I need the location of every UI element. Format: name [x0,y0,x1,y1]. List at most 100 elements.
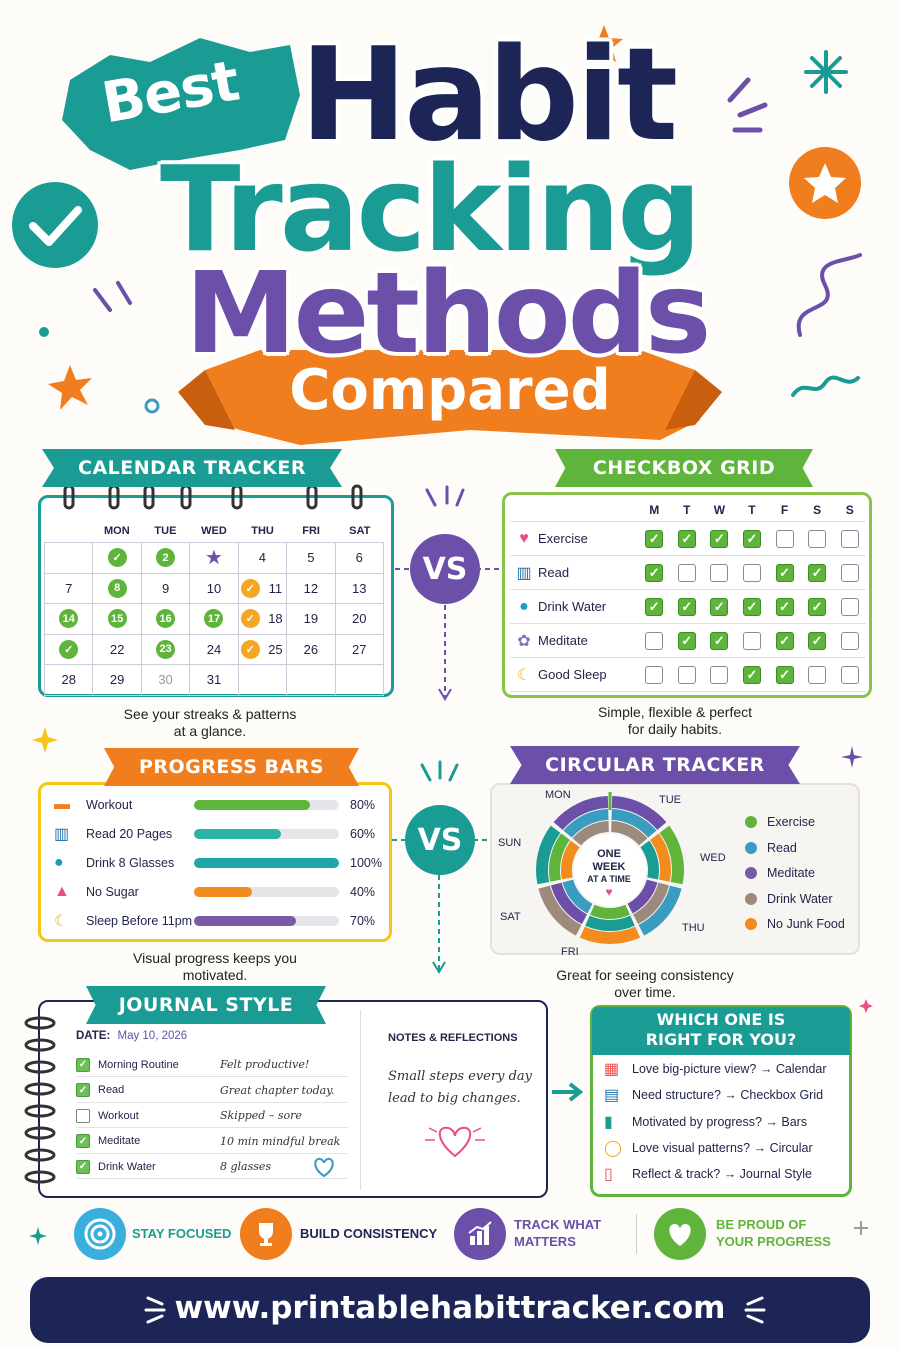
habit-checkbox[interactable] [775,563,794,582]
habit-checkbox[interactable] [808,529,827,548]
calendar-day-cell[interactable] [238,665,288,696]
calendar-day-cell[interactable]: 14 [45,604,94,635]
habit-checkbox[interactable] [677,631,696,650]
circular-segment [640,840,659,880]
calendar-day-cell[interactable]: 25 ✓ [238,634,288,665]
calendar-day-cell[interactable]: 11 ✓ [238,573,288,604]
habit-checkbox[interactable] [710,665,729,684]
calendar-day-cell[interactable]: 16 [141,604,191,635]
calendar-day-cell[interactable]: 8 [93,573,142,604]
journal-notes-title: NOTES & REFLECTIONS [388,1032,518,1044]
habit-checkbox[interactable] [645,563,664,582]
calendar-day-number: 27 [352,641,367,657]
habit-checkbox[interactable] [710,529,729,548]
calendar-day-cell[interactable]: 24 [190,634,239,665]
calendar-day-cell[interactable]: 6 [335,543,384,574]
calendar-day-cell[interactable]: 9 [141,573,191,604]
habit-checkbox[interactable] [840,597,859,616]
calendar-day-cell[interactable]: 12 [287,573,336,604]
circ-day-sun: SUN [498,837,522,849]
calendar-day-cell[interactable]: 26 [287,634,336,665]
checkbox-cell [801,631,834,650]
calendar-day-number: 28 [61,672,76,688]
checkbox-cell [671,563,704,582]
habit-checkbox[interactable] [742,529,761,548]
habit-checkbox[interactable] [710,631,729,650]
calendar-day-cell[interactable] [45,543,94,574]
calendar-day-cell[interactable]: 4 [238,543,288,574]
habit-checkbox[interactable] [775,529,794,548]
calendar-day-cell[interactable]: 31 [190,665,239,696]
habit-checkbox[interactable] [645,597,664,616]
calendar-day-cell[interactable]: 15 [93,604,142,635]
habit-checkbox[interactable] [840,631,859,650]
checkbox-cell [671,665,704,684]
checkbox-cell [833,665,866,684]
habit-checkbox[interactable] [808,665,827,684]
calendar-day-number: 15 [107,609,127,629]
habit-checkbox[interactable] [645,665,664,684]
footer-url[interactable]: www.printablehabittracker.com [174,1290,726,1326]
best-badge-shape [62,38,300,170]
checkbox-cell [801,529,834,548]
habit-checkbox[interactable] [808,597,827,616]
habit-name: Meditate [538,633,588,648]
calendar-day-cell[interactable]: 19 [287,604,336,635]
calendar-day-cell[interactable]: 10 [190,573,239,604]
calendar-day-cell[interactable] [287,665,336,696]
calendar-day-number: ✓ [59,639,79,659]
habit-checkbox[interactable] [677,665,696,684]
habit-checkbox[interactable] [775,597,794,616]
calendar-day-cell[interactable]: 27 [335,634,384,665]
calendar-day-cell[interactable]: 28 [45,665,94,696]
habit-checkbox[interactable] [808,563,827,582]
habit-row: ▥ Read [510,556,866,590]
calendar-day-cell[interactable]: 29 [93,665,142,696]
habit-checkbox[interactable] [840,563,859,582]
habit-name: Drink Water [538,599,607,614]
calendar-day-cell[interactable]: 22 [93,634,142,665]
badge-divider [636,1214,637,1254]
gray-plus-icon [854,1221,868,1235]
habit-checkbox[interactable] [645,631,664,650]
journal-checkbox[interactable] [76,1159,90,1174]
calendar-day-cell[interactable]: ✓ [45,634,94,665]
calendar-day-cell[interactable]: 13 [335,573,384,604]
calendar-day-cell[interactable]: ★ [190,543,239,574]
calendar-day-cell[interactable]: ✓ [93,543,142,574]
habit-checkbox[interactable] [677,563,696,582]
checkbox-cell [638,631,671,650]
calendar-day-cell[interactable]: 18 ✓ [238,604,288,635]
journal-checkbox[interactable] [76,1108,90,1123]
habit-checkbox[interactable] [677,529,696,548]
journal-checkbox[interactable] [76,1083,90,1098]
habit-checkbox[interactable] [710,563,729,582]
calendar-day-cell[interactable]: 17 [190,604,239,635]
habit-checkbox[interactable] [710,597,729,616]
habit-checkbox[interactable] [742,631,761,650]
journal-entry: Workout Skipped – sore [76,1104,348,1129]
arrow-right-icon [552,1082,584,1102]
habit-checkbox[interactable] [742,563,761,582]
calendar-day-cell[interactable]: 2 [141,543,191,574]
calendar-day-cell[interactable]: 30 [141,665,191,696]
calendar-day-cell[interactable]: 23 [141,634,191,665]
circular-segment [638,885,682,936]
calendar-day-cell[interactable]: 5 [287,543,336,574]
journal-checkbox[interactable] [76,1134,90,1149]
progress-fill [194,916,296,926]
progress-track [194,887,339,897]
habit-checkbox[interactable] [677,597,696,616]
journal-checkbox[interactable] [76,1057,90,1072]
calendar-day-cell[interactable]: 7 [45,573,94,604]
habit-checkbox[interactable] [775,665,794,684]
habit-checkbox[interactable] [808,631,827,650]
habit-checkbox[interactable] [775,631,794,650]
calendar-day-cell[interactable] [335,665,384,696]
habit-checkbox[interactable] [742,597,761,616]
habit-checkbox[interactable] [645,529,664,548]
calendar-day-cell[interactable]: 20 [335,604,384,635]
habit-checkbox[interactable] [742,665,761,684]
habit-checkbox[interactable] [840,529,859,548]
habit-checkbox[interactable] [840,665,859,684]
